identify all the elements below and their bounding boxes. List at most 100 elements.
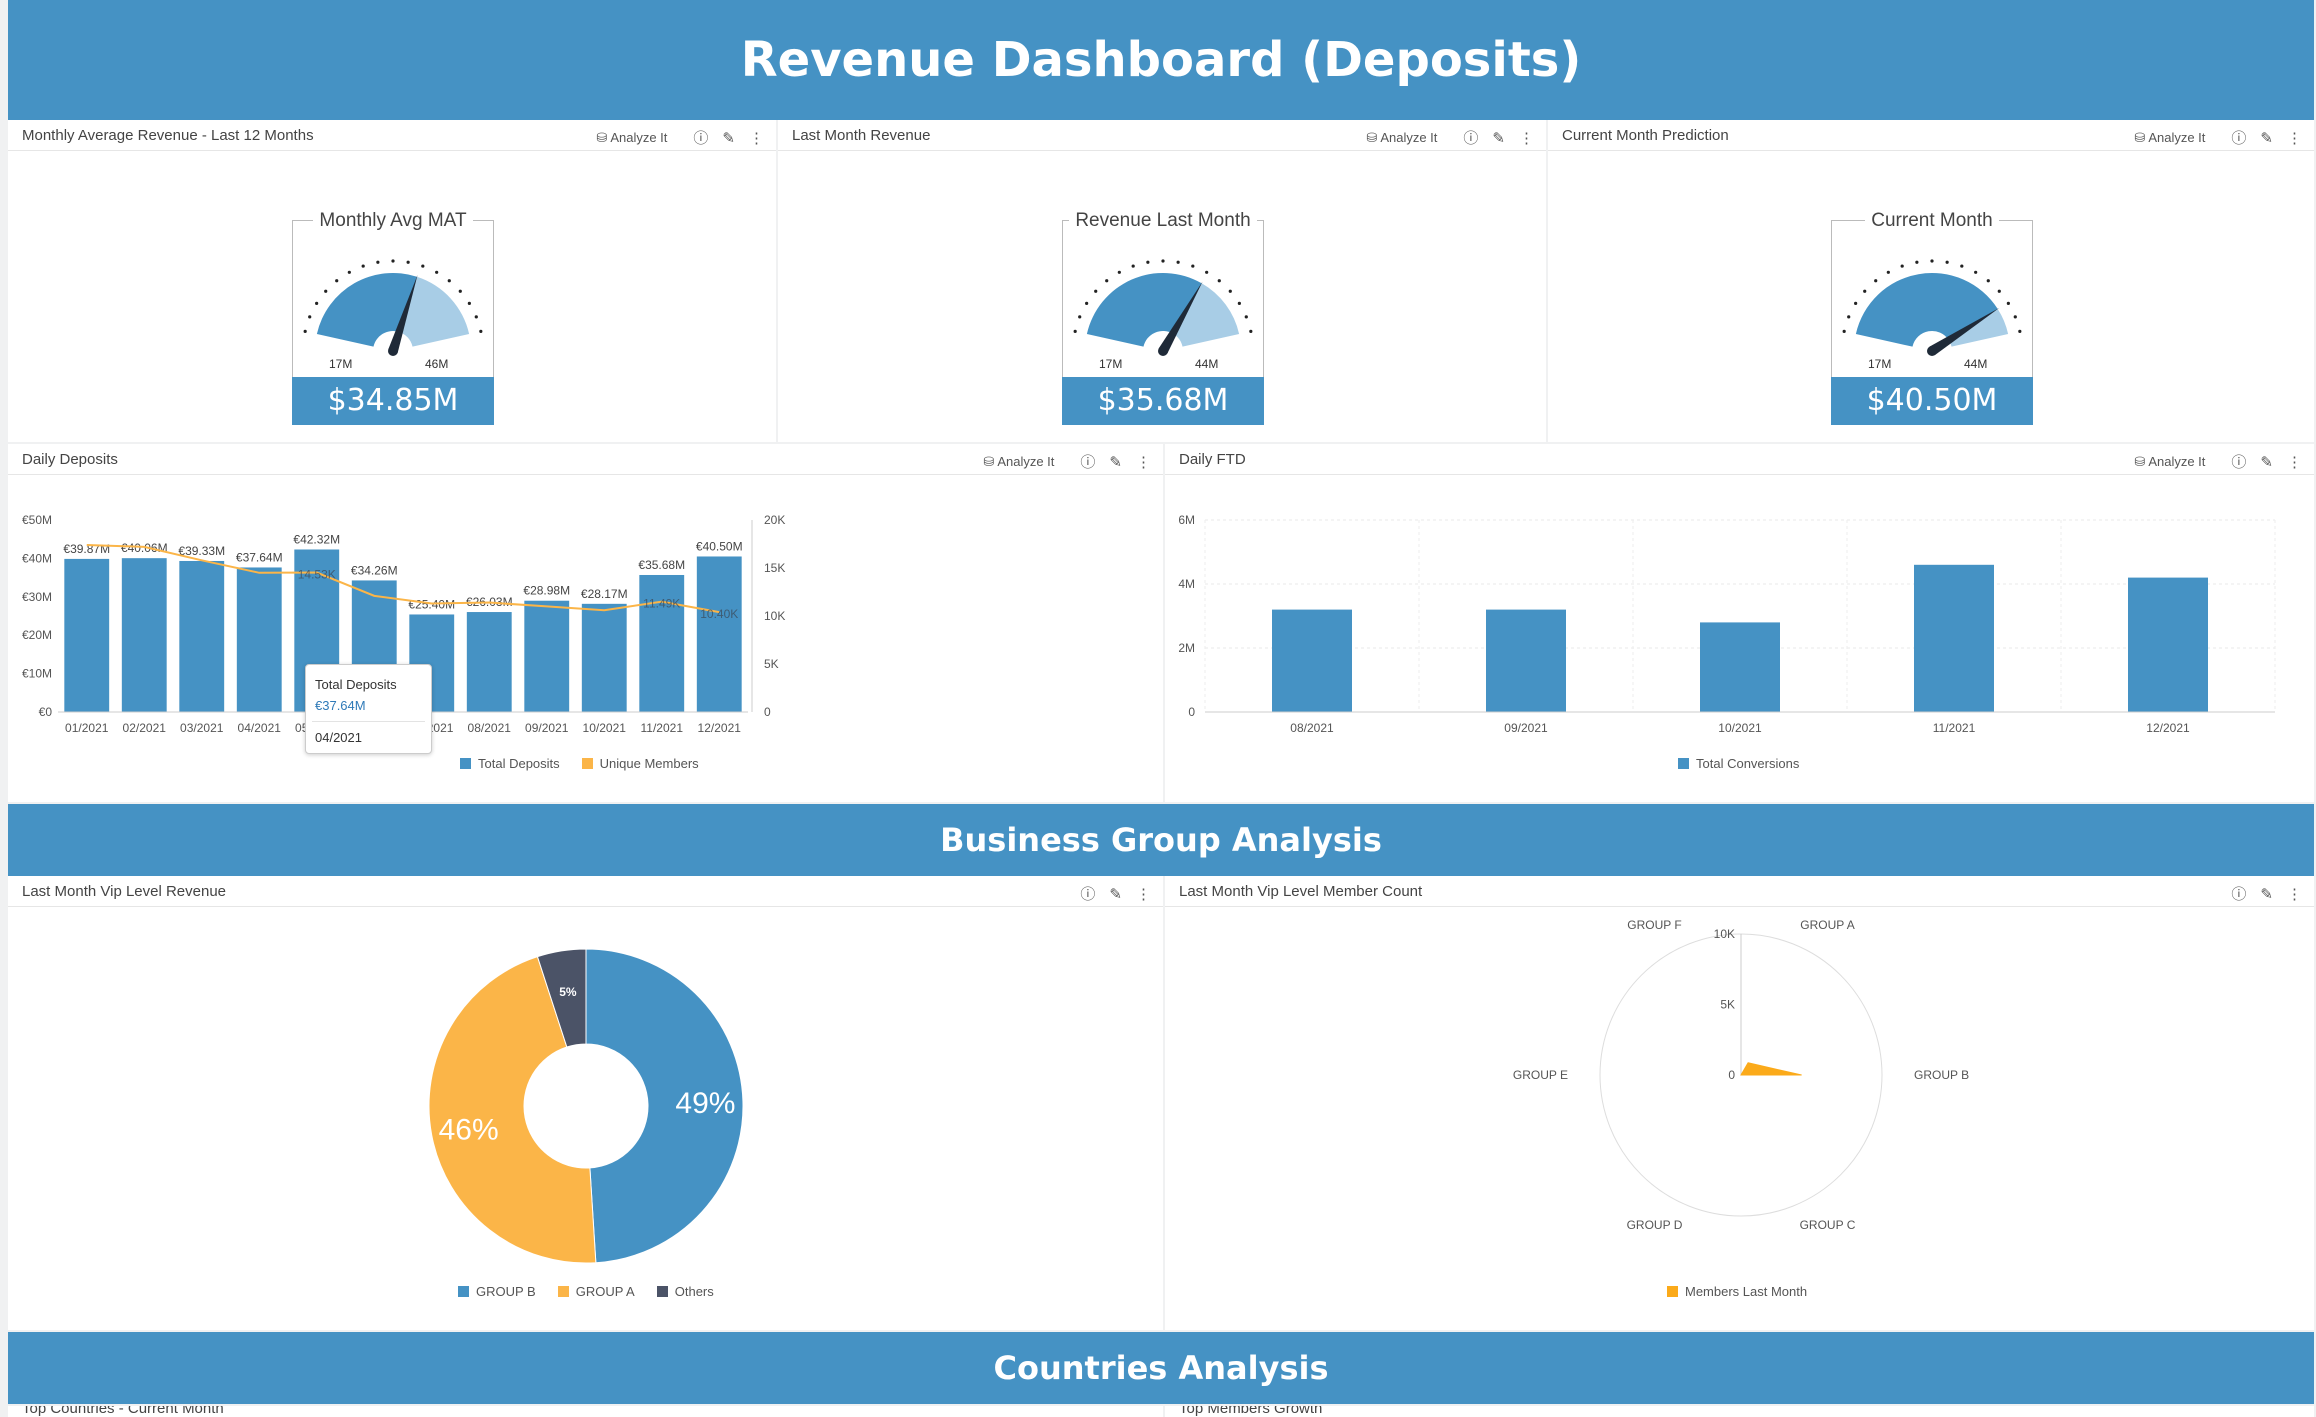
x-tick-label: 12/2021 <box>2146 721 2190 735</box>
tooltip-divider <box>312 721 425 722</box>
gauge-tick <box>1863 289 1867 293</box>
analyze-button[interactable]: ⛁ Analyze It <box>596 130 667 146</box>
gauge-title: Revenue Last Month <box>1069 210 1257 231</box>
analyze-button[interactable]: ⛁ Analyze It <box>2134 454 2205 470</box>
info-icon[interactable]: ⓘ <box>2231 130 2247 147</box>
panel-title: Daily Deposits <box>22 451 118 468</box>
donut-slice <box>585 948 744 1264</box>
panel-title: Current Month Prediction <box>1562 127 1729 144</box>
gauge-tick <box>1117 270 1121 274</box>
gauge: Monthly Avg MAT 17M 46M $34.85M <box>8 150 776 442</box>
legend-swatch <box>557 1286 569 1297</box>
more-icon[interactable]: ⋮ <box>1136 885 1151 903</box>
legend-item-members-last-month[interactable]: Members Last Month <box>1667 1284 1807 1299</box>
y2-tick-label: 0 <box>764 705 771 719</box>
info-icon[interactable]: ⓘ <box>693 130 709 147</box>
more-icon[interactable]: ⋮ <box>2287 129 2302 147</box>
gauge-needle <box>1929 307 2000 356</box>
gauge-fill-arc <box>1855 273 1998 347</box>
gauge-tick <box>376 260 380 264</box>
vip-revenue-donut: 49% 46% 5% <box>428 948 744 1264</box>
gauge-tick <box>1073 329 1077 333</box>
edit-icon[interactable]: ✎ <box>2260 129 2273 147</box>
donut-slice <box>536 948 587 1048</box>
conversion-bar <box>1914 564 1994 712</box>
donut-value-label: 46% <box>439 1113 499 1146</box>
chart-legend: Total Deposits Unique Members <box>460 756 721 771</box>
legend-item-unique-members[interactable]: Unique Members <box>581 756 699 771</box>
x-tick-label: 01/2021 <box>65 721 109 735</box>
gauge-tick <box>1915 260 1919 264</box>
donut-value-label: 49% <box>675 1087 735 1120</box>
gauge-tick <box>361 264 365 268</box>
analyze-label: Analyze It <box>2148 130 2206 145</box>
gauge-remaining-arc <box>1948 308 2009 347</box>
analyze-button[interactable]: ⛁ Analyze It <box>1366 130 1437 146</box>
edit-icon[interactable]: ✎ <box>1109 453 1122 471</box>
gauge-title: Current Month <box>1865 210 1999 231</box>
info-alert-icon[interactable]: ⓘ <box>1080 454 1096 471</box>
more-icon[interactable]: ⋮ <box>2287 453 2302 471</box>
y2-tick-label: 15K <box>764 561 785 575</box>
analyze-icon: ⛁ <box>2134 129 2146 145</box>
info-icon[interactable]: ⓘ <box>1080 886 1096 903</box>
deposit-value-label: €42.32M <box>293 532 340 546</box>
gauge-needle <box>1158 281 1203 354</box>
radar-axis-label: GROUP E <box>1513 1068 1568 1082</box>
gauge-tick <box>1105 279 1109 283</box>
more-icon[interactable]: ⋮ <box>1519 129 1534 147</box>
edit-icon[interactable]: ✎ <box>1492 129 1505 147</box>
deposit-bar <box>179 560 225 712</box>
gauge-frame: Current Month 17M 44M $40.50M <box>1831 210 2033 425</box>
x-tick-label: 03/2021 <box>180 721 224 735</box>
edit-icon[interactable]: ✎ <box>722 129 735 147</box>
edit-icon[interactable]: ✎ <box>1109 885 1122 903</box>
x-tick-label: 02/2021 <box>123 721 167 735</box>
deposit-value-label: €40.50M <box>696 539 743 553</box>
deposit-bar <box>466 612 512 712</box>
gauge-min-label: 17M <box>1099 357 1123 371</box>
info-icon[interactable]: ⓘ <box>2231 886 2247 903</box>
gauge-tick <box>1974 270 1978 274</box>
edit-icon[interactable]: ✎ <box>2260 453 2273 471</box>
info-icon[interactable]: ⓘ <box>1463 130 1479 147</box>
edit-icon[interactable]: ✎ <box>2260 885 2273 903</box>
gauge-tick <box>1228 289 1232 293</box>
gauge-needle <box>388 274 418 353</box>
deposit-value-label: €39.33M <box>178 544 225 558</box>
gauge-tick <box>458 289 462 293</box>
info-icon[interactable]: ⓘ <box>2231 454 2247 471</box>
analyze-label: Analyze It <box>1380 130 1438 145</box>
radar-axis-label: GROUP B <box>1914 1068 1969 1082</box>
legend-item-others[interactable]: Others <box>656 1284 714 1299</box>
gauge-tick <box>1854 301 1858 305</box>
legend-swatch <box>656 1286 668 1297</box>
analyze-button[interactable]: ⛁ Analyze It <box>2134 130 2205 146</box>
gauge-tick <box>447 279 451 283</box>
analyze-button[interactable]: ⛁ Analyze It <box>983 454 1054 470</box>
gauge-remaining-arc <box>1172 283 1240 347</box>
analyze-icon: ⛁ <box>2134 453 2146 469</box>
legend-item-total-deposits[interactable]: Total Deposits <box>460 756 560 771</box>
more-icon[interactable]: ⋮ <box>2287 885 2302 903</box>
more-icon[interactable]: ⋮ <box>1136 453 1151 471</box>
legend-label: GROUP B <box>476 1284 536 1299</box>
panel-daily-deposits: Daily Deposits ⛁ Analyze It ⓘ ✎ ⋮ €0 €10M €… <box>8 444 1163 802</box>
gauge-min-label: 17M <box>329 357 353 371</box>
panel-top-members-growth: Top Members Growth <box>1165 1406 2314 1417</box>
gauge-needle-hub <box>1158 346 1168 356</box>
dashboard-title: Revenue Dashboard (Deposits) <box>8 0 2314 120</box>
radar-axis-label: GROUP A <box>1800 918 1854 932</box>
deposit-bar <box>524 600 570 712</box>
legend-item-group-a[interactable]: GROUP A <box>557 1284 635 1299</box>
legend-item-total-conversions[interactable]: Total Conversions <box>1678 756 1799 771</box>
x-tick-label: 09/2021 <box>1504 721 1548 735</box>
legend-item-group-b[interactable]: GROUP B <box>458 1284 536 1299</box>
more-icon[interactable]: ⋮ <box>749 129 764 147</box>
gauge-tick <box>1930 259 1934 263</box>
chart-tooltip: Total Deposits €37.64M 04/2021 <box>305 664 432 754</box>
gauge-tick <box>467 301 471 305</box>
gauge-dial <box>1073 259 1253 356</box>
y-tick-label: €10M <box>22 667 52 681</box>
section-title-business: Business Group Analysis <box>8 804 2314 876</box>
